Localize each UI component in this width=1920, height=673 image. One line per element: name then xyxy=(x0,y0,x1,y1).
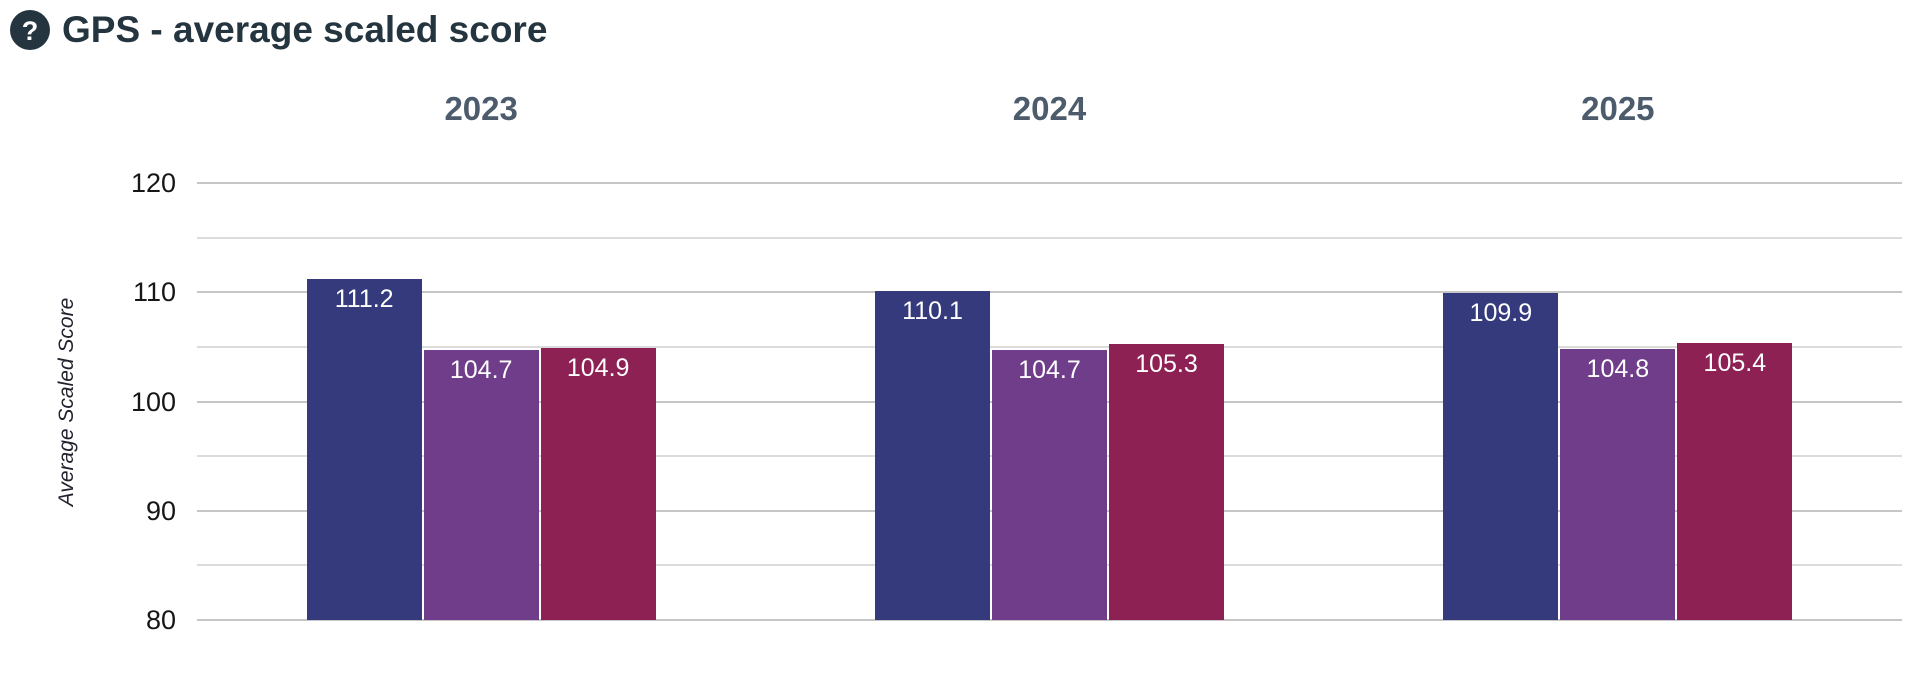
bar-value-label: 104.7 xyxy=(1018,356,1081,385)
bar-2025-2: 104.8 xyxy=(1560,349,1676,620)
question-circle-glyph: ? xyxy=(10,10,50,50)
bar-value-label: 110.1 xyxy=(902,297,963,326)
bar-value-label: 109.9 xyxy=(1469,299,1533,328)
y-tick-label: 110 xyxy=(132,277,176,308)
bar-2024-2: 104.7 xyxy=(992,350,1107,620)
bar-2025-1: 109.9 xyxy=(1443,293,1559,620)
svg-text:?: ? xyxy=(22,16,39,46)
bar-value-label: 104.8 xyxy=(1586,355,1650,384)
bar-2023-2: 104.7 xyxy=(423,350,539,620)
chart-title: GPS - average scaled score xyxy=(62,9,548,50)
panel-title-2025: 2025 xyxy=(1581,90,1655,127)
y-tick-label: 120 xyxy=(130,168,176,198)
bar-value-label: 105.3 xyxy=(1135,349,1198,378)
gridline-major xyxy=(197,182,1902,184)
bar-2023-1: 111.2 xyxy=(306,279,422,620)
help-question-circle-icon[interactable]: ? xyxy=(10,10,50,50)
gridline-major xyxy=(197,619,1902,621)
y-tick-label: 80 xyxy=(145,605,176,635)
gridline-major xyxy=(197,291,1902,294)
y-tick-label: 90 xyxy=(145,495,176,526)
chart-header: ? GPS - average scaled score xyxy=(10,8,547,52)
panel-title-2024: 2024 xyxy=(1012,90,1087,127)
bar-value-label: 111.2 xyxy=(334,285,394,314)
bar-2023-3: 104.9 xyxy=(540,347,656,620)
gridline-minor xyxy=(197,345,1902,348)
bar-value-label: 104.7 xyxy=(449,356,513,385)
bar-value-label: 104.9 xyxy=(566,353,630,382)
bar-2025-3: 105.4 xyxy=(1677,342,1793,620)
panel-title-2023: 2023 xyxy=(444,90,518,127)
bar-2024-1: 110.1 xyxy=(875,291,990,620)
bar-value-label: 105.4 xyxy=(1703,348,1767,377)
bar-2024-3: 105.3 xyxy=(1109,343,1224,620)
gridline-minor xyxy=(197,236,1902,239)
y-tick-label: 100 xyxy=(130,386,176,417)
